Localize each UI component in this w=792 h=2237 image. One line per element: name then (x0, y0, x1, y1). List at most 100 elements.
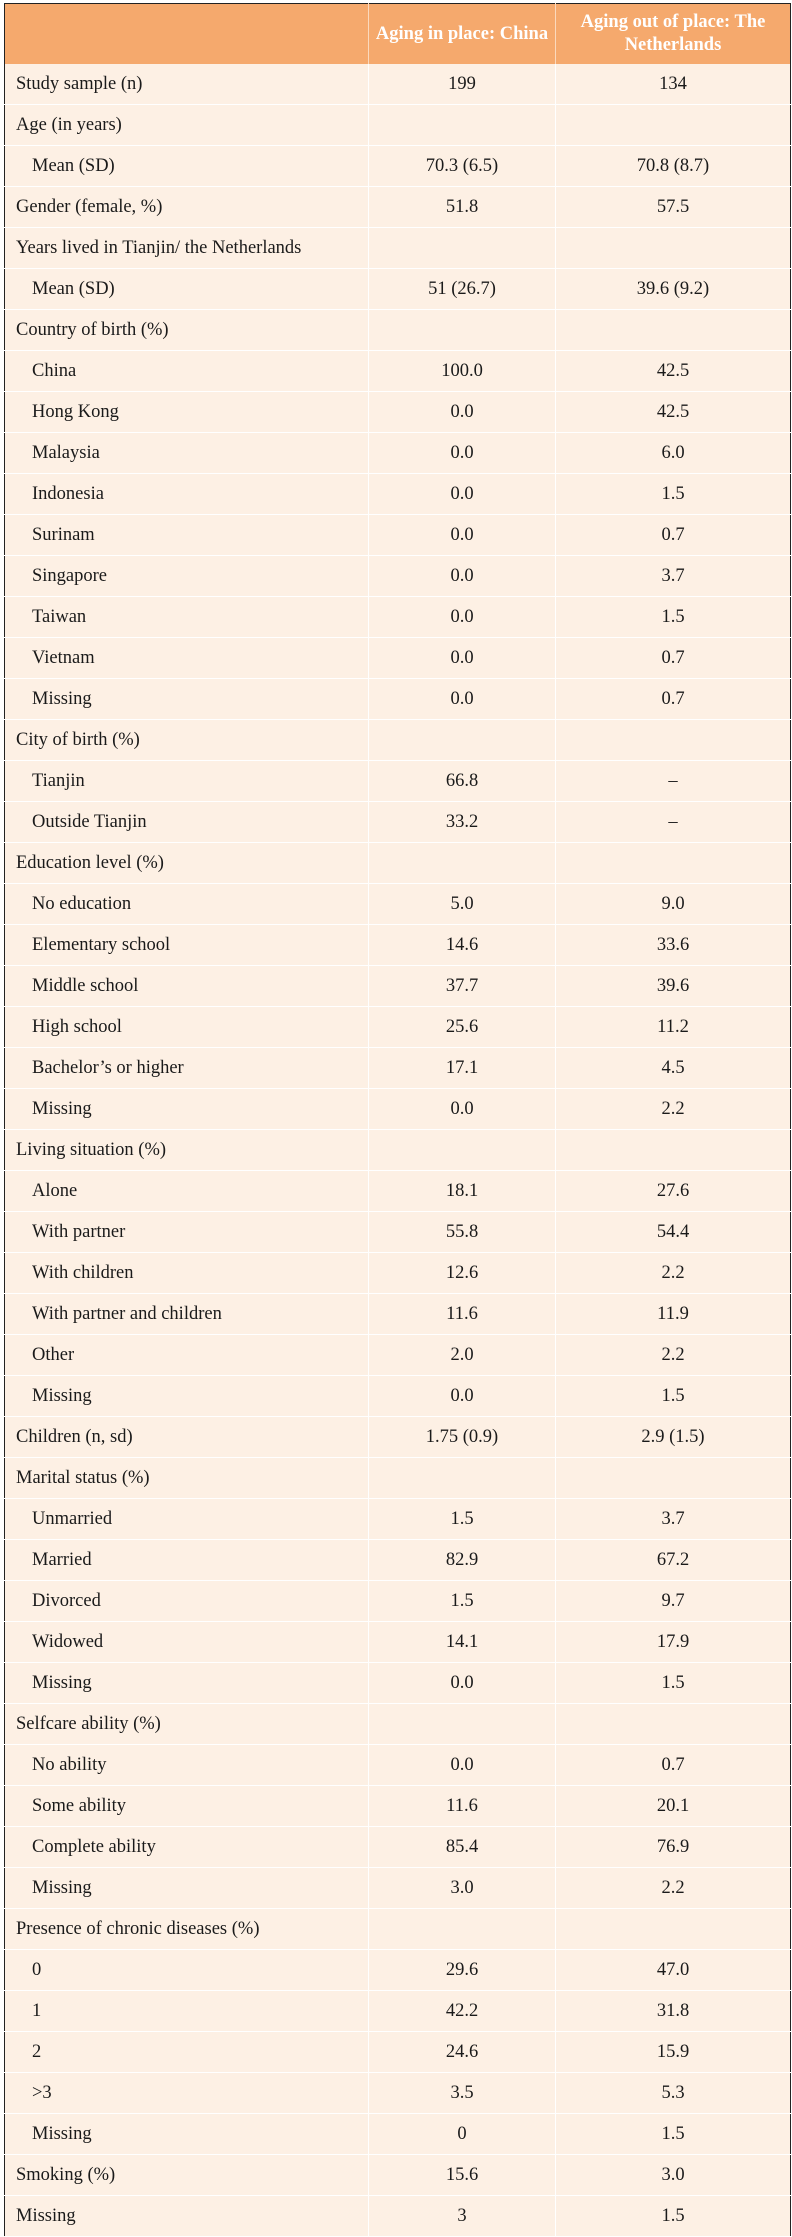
row-label: China (4, 350, 369, 392)
netherlands-value: 11.2 (555, 1006, 791, 1048)
row-label: Age (in years) (4, 104, 369, 146)
table-row: Unmarried 1.5 3.7 (4, 1498, 791, 1540)
china-value: 0.0 (368, 1662, 556, 1704)
table-row: With partner 55.8 54.4 (4, 1211, 791, 1253)
header-netherlands: Aging out of place: The Netherlands (555, 3, 791, 64)
netherlands-value: 9.7 (555, 1580, 791, 1622)
china-value: 1.75 (0.9) (368, 1416, 556, 1458)
row-label: Outside Tianjin (4, 801, 369, 843)
table-row: With partner and children 11.6 11.9 (4, 1293, 791, 1335)
row-label: Smoking (%) (4, 2154, 369, 2196)
china-value: 5.0 (368, 883, 556, 925)
netherlands-value: 31.8 (555, 1990, 791, 2032)
china-value: 14.1 (368, 1621, 556, 1663)
china-value (368, 227, 556, 269)
table-body: Study sample (n) 199 134 Age (in years) Me… (4, 64, 791, 2237)
demographics-table: Aging in place: China Aging out of place… (4, 3, 791, 2237)
netherlands-value: 15.9 (555, 2031, 791, 2073)
netherlands-value: 39.6 (555, 965, 791, 1007)
row-label: Hong Kong (4, 391, 369, 433)
china-value: 100.0 (368, 350, 556, 392)
netherlands-value: 2.2 (555, 1252, 791, 1294)
table-row: >3 3.5 5.3 (4, 2072, 791, 2114)
table-row: Bachelor’s or higher 17.1 4.5 (4, 1047, 791, 1089)
netherlands-value: 4.5 (555, 1047, 791, 1089)
table-row: Years lived in Tianjin/ the Netherlands (4, 227, 791, 269)
table-row: Children (n, sd) 1.75 (0.9) 2.9 (1.5) (4, 1416, 791, 1458)
china-value: 85.4 (368, 1826, 556, 1868)
row-label: Some ability (4, 1785, 369, 1827)
table-row: Gender (female, %) 51.8 57.5 (4, 186, 791, 228)
china-value (368, 1129, 556, 1171)
china-value: 51.8 (368, 186, 556, 228)
row-label: With partner and children (4, 1293, 369, 1335)
netherlands-value: 1.5 (555, 596, 791, 638)
table-row: Living situation (%) (4, 1129, 791, 1171)
china-value: 0.0 (368, 432, 556, 474)
row-label: Divorced (4, 1580, 369, 1622)
table-row: 2 24.6 15.9 (4, 2031, 791, 2073)
china-value: 29.6 (368, 1949, 556, 1991)
row-label: Mean (SD) (4, 145, 369, 187)
china-value (368, 104, 556, 146)
china-value: 0.0 (368, 391, 556, 433)
china-value: 42.2 (368, 1990, 556, 2032)
row-label: Bachelor’s or higher (4, 1047, 369, 1089)
china-value: 18.1 (368, 1170, 556, 1212)
row-label: Middle school (4, 965, 369, 1007)
netherlands-value: 67.2 (555, 1539, 791, 1581)
china-value: 82.9 (368, 1539, 556, 1581)
table-row: No ability 0.0 0.7 (4, 1744, 791, 1786)
table-row: Alone 18.1 27.6 (4, 1170, 791, 1212)
table-row: Indonesia 0.0 1.5 (4, 473, 791, 515)
netherlands-value (555, 1703, 791, 1745)
row-label: No education (4, 883, 369, 925)
table-row: Missing 0.0 1.5 (4, 1375, 791, 1417)
china-value: 1.5 (368, 1498, 556, 1540)
row-label: Indonesia (4, 473, 369, 515)
table-row: Elementary school 14.6 33.6 (4, 924, 791, 966)
china-value: 0.0 (368, 1744, 556, 1786)
china-value: 15.6 (368, 2154, 556, 2196)
netherlands-value: 5.3 (555, 2072, 791, 2114)
table-row: Age (in years) (4, 104, 791, 146)
row-label: Unmarried (4, 1498, 369, 1540)
china-value: 25.6 (368, 1006, 556, 1048)
row-label: Gender (female, %) (4, 186, 369, 228)
row-label: Vietnam (4, 637, 369, 679)
china-value: 33.2 (368, 801, 556, 843)
row-label: Missing (4, 1662, 369, 1704)
table-row: Other 2.0 2.2 (4, 1334, 791, 1376)
row-label: Missing (4, 1867, 369, 1909)
row-label: 1 (4, 1990, 369, 2032)
table-header-row: Aging in place: China Aging out of place… (4, 3, 791, 64)
row-label: With partner (4, 1211, 369, 1253)
china-value: 70.3 (6.5) (368, 145, 556, 187)
netherlands-value (555, 1129, 791, 1171)
table-row: Widowed 14.1 17.9 (4, 1621, 791, 1663)
china-value: 37.7 (368, 965, 556, 1007)
table-row: Middle school 37.7 39.6 (4, 965, 791, 1007)
netherlands-value: 3.7 (555, 1498, 791, 1540)
row-label: 2 (4, 2031, 369, 2073)
china-value: 0 (368, 2113, 556, 2155)
table-row: Mean (SD) 51 (26.7) 39.6 (9.2) (4, 268, 791, 310)
row-label: Children (n, sd) (4, 1416, 369, 1458)
table-row: Tianjin 66.8– (4, 760, 791, 802)
netherlands-value: 1.5 (555, 1375, 791, 1417)
china-value (368, 309, 556, 351)
netherlands-value: 134 (555, 64, 791, 105)
row-label: Singapore (4, 555, 369, 597)
table-row: Marital status (%) (4, 1457, 791, 1499)
netherlands-value: 11.9 (555, 1293, 791, 1335)
table-row: City of birth (%) (4, 719, 791, 761)
china-value (368, 1703, 556, 1745)
netherlands-value (555, 309, 791, 351)
netherlands-value: 1.5 (555, 473, 791, 515)
china-value: 3 (368, 2195, 556, 2237)
china-value: 14.6 (368, 924, 556, 966)
table-row: China 100.0 42.5 (4, 350, 791, 392)
netherlands-value: 39.6 (9.2) (555, 268, 791, 310)
row-label: Missing (4, 678, 369, 720)
china-value: 0.0 (368, 473, 556, 515)
